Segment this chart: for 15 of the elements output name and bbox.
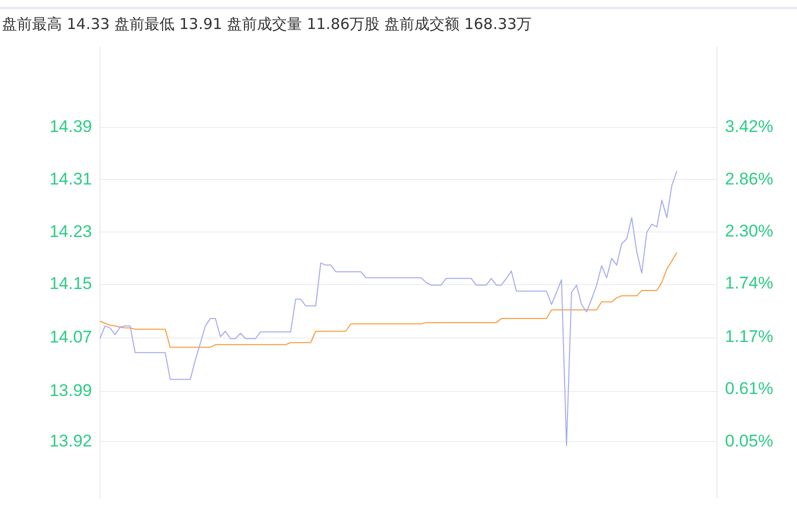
- y2-tick-label: 0.05%: [725, 431, 774, 450]
- y-tick-label: 14.23: [49, 222, 92, 241]
- y-tick-label: 14.07: [49, 328, 92, 347]
- y2-tick-label: 2.86%: [725, 169, 774, 188]
- y2-tick-label: 2.30%: [725, 222, 774, 241]
- y2-tick-label: 1.74%: [725, 274, 774, 293]
- y-tick-label: 13.99: [49, 381, 92, 400]
- chart-title: 盘前最高 14.33 盘前最低 13.91 盘前成交量 11.86万股 盘前成交额 168.33万: [2, 15, 532, 34]
- y2-tick-label: 0.61%: [725, 379, 774, 398]
- y-tick-label: 14.39: [49, 116, 92, 136]
- y-tick-label: 14.31: [49, 169, 92, 188]
- y-tick-label: 14.15: [49, 274, 92, 294]
- y2-tick-label: 1.17%: [725, 326, 774, 346]
- y-tick-label: 13.92: [49, 431, 92, 450]
- y2-tick-label: 3.42%: [725, 117, 774, 136]
